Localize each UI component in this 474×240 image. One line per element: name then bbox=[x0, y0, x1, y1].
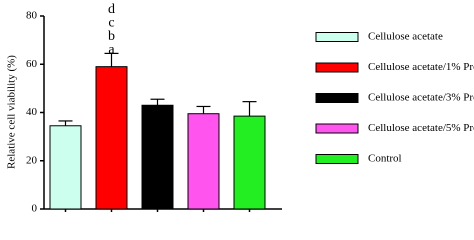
y-tick-label: 0 bbox=[32, 203, 38, 213]
y-tick-label: 60 bbox=[26, 58, 38, 70]
annotation: d bbox=[108, 2, 115, 17]
legend-swatch bbox=[315, 32, 359, 42]
legend-swatch bbox=[315, 62, 359, 73]
legend-label: Cellulose acetate bbox=[368, 31, 443, 43]
annotation: a bbox=[108, 43, 115, 58]
y-tick-label: 80 bbox=[26, 10, 38, 22]
legend-swatch bbox=[315, 93, 359, 103]
bar bbox=[233, 115, 266, 210]
legend-label: Control bbox=[368, 153, 402, 165]
bar bbox=[187, 113, 220, 210]
bar bbox=[95, 66, 128, 210]
legend-label: Cellulose acetate/3% Pro bbox=[368, 92, 474, 104]
bar bbox=[49, 125, 82, 210]
y-tick-label: 20 bbox=[26, 154, 38, 166]
legend-label: Cellulose acetate/1% Pro bbox=[368, 61, 474, 73]
annotation: b bbox=[108, 29, 115, 44]
legend-swatch bbox=[315, 123, 359, 134]
bar bbox=[141, 104, 174, 210]
annotation: c bbox=[108, 16, 114, 31]
legend-swatch bbox=[315, 154, 359, 164]
legend-label: Cellulose acetate/5% Pro bbox=[368, 122, 474, 134]
y-axis-label: Relative cell viability (%) bbox=[6, 55, 18, 169]
chart: Relative cell viability (%) 0 20 40 60 80 Cel… bbox=[6, 2, 474, 213]
y-tick-label: 40 bbox=[26, 106, 38, 118]
